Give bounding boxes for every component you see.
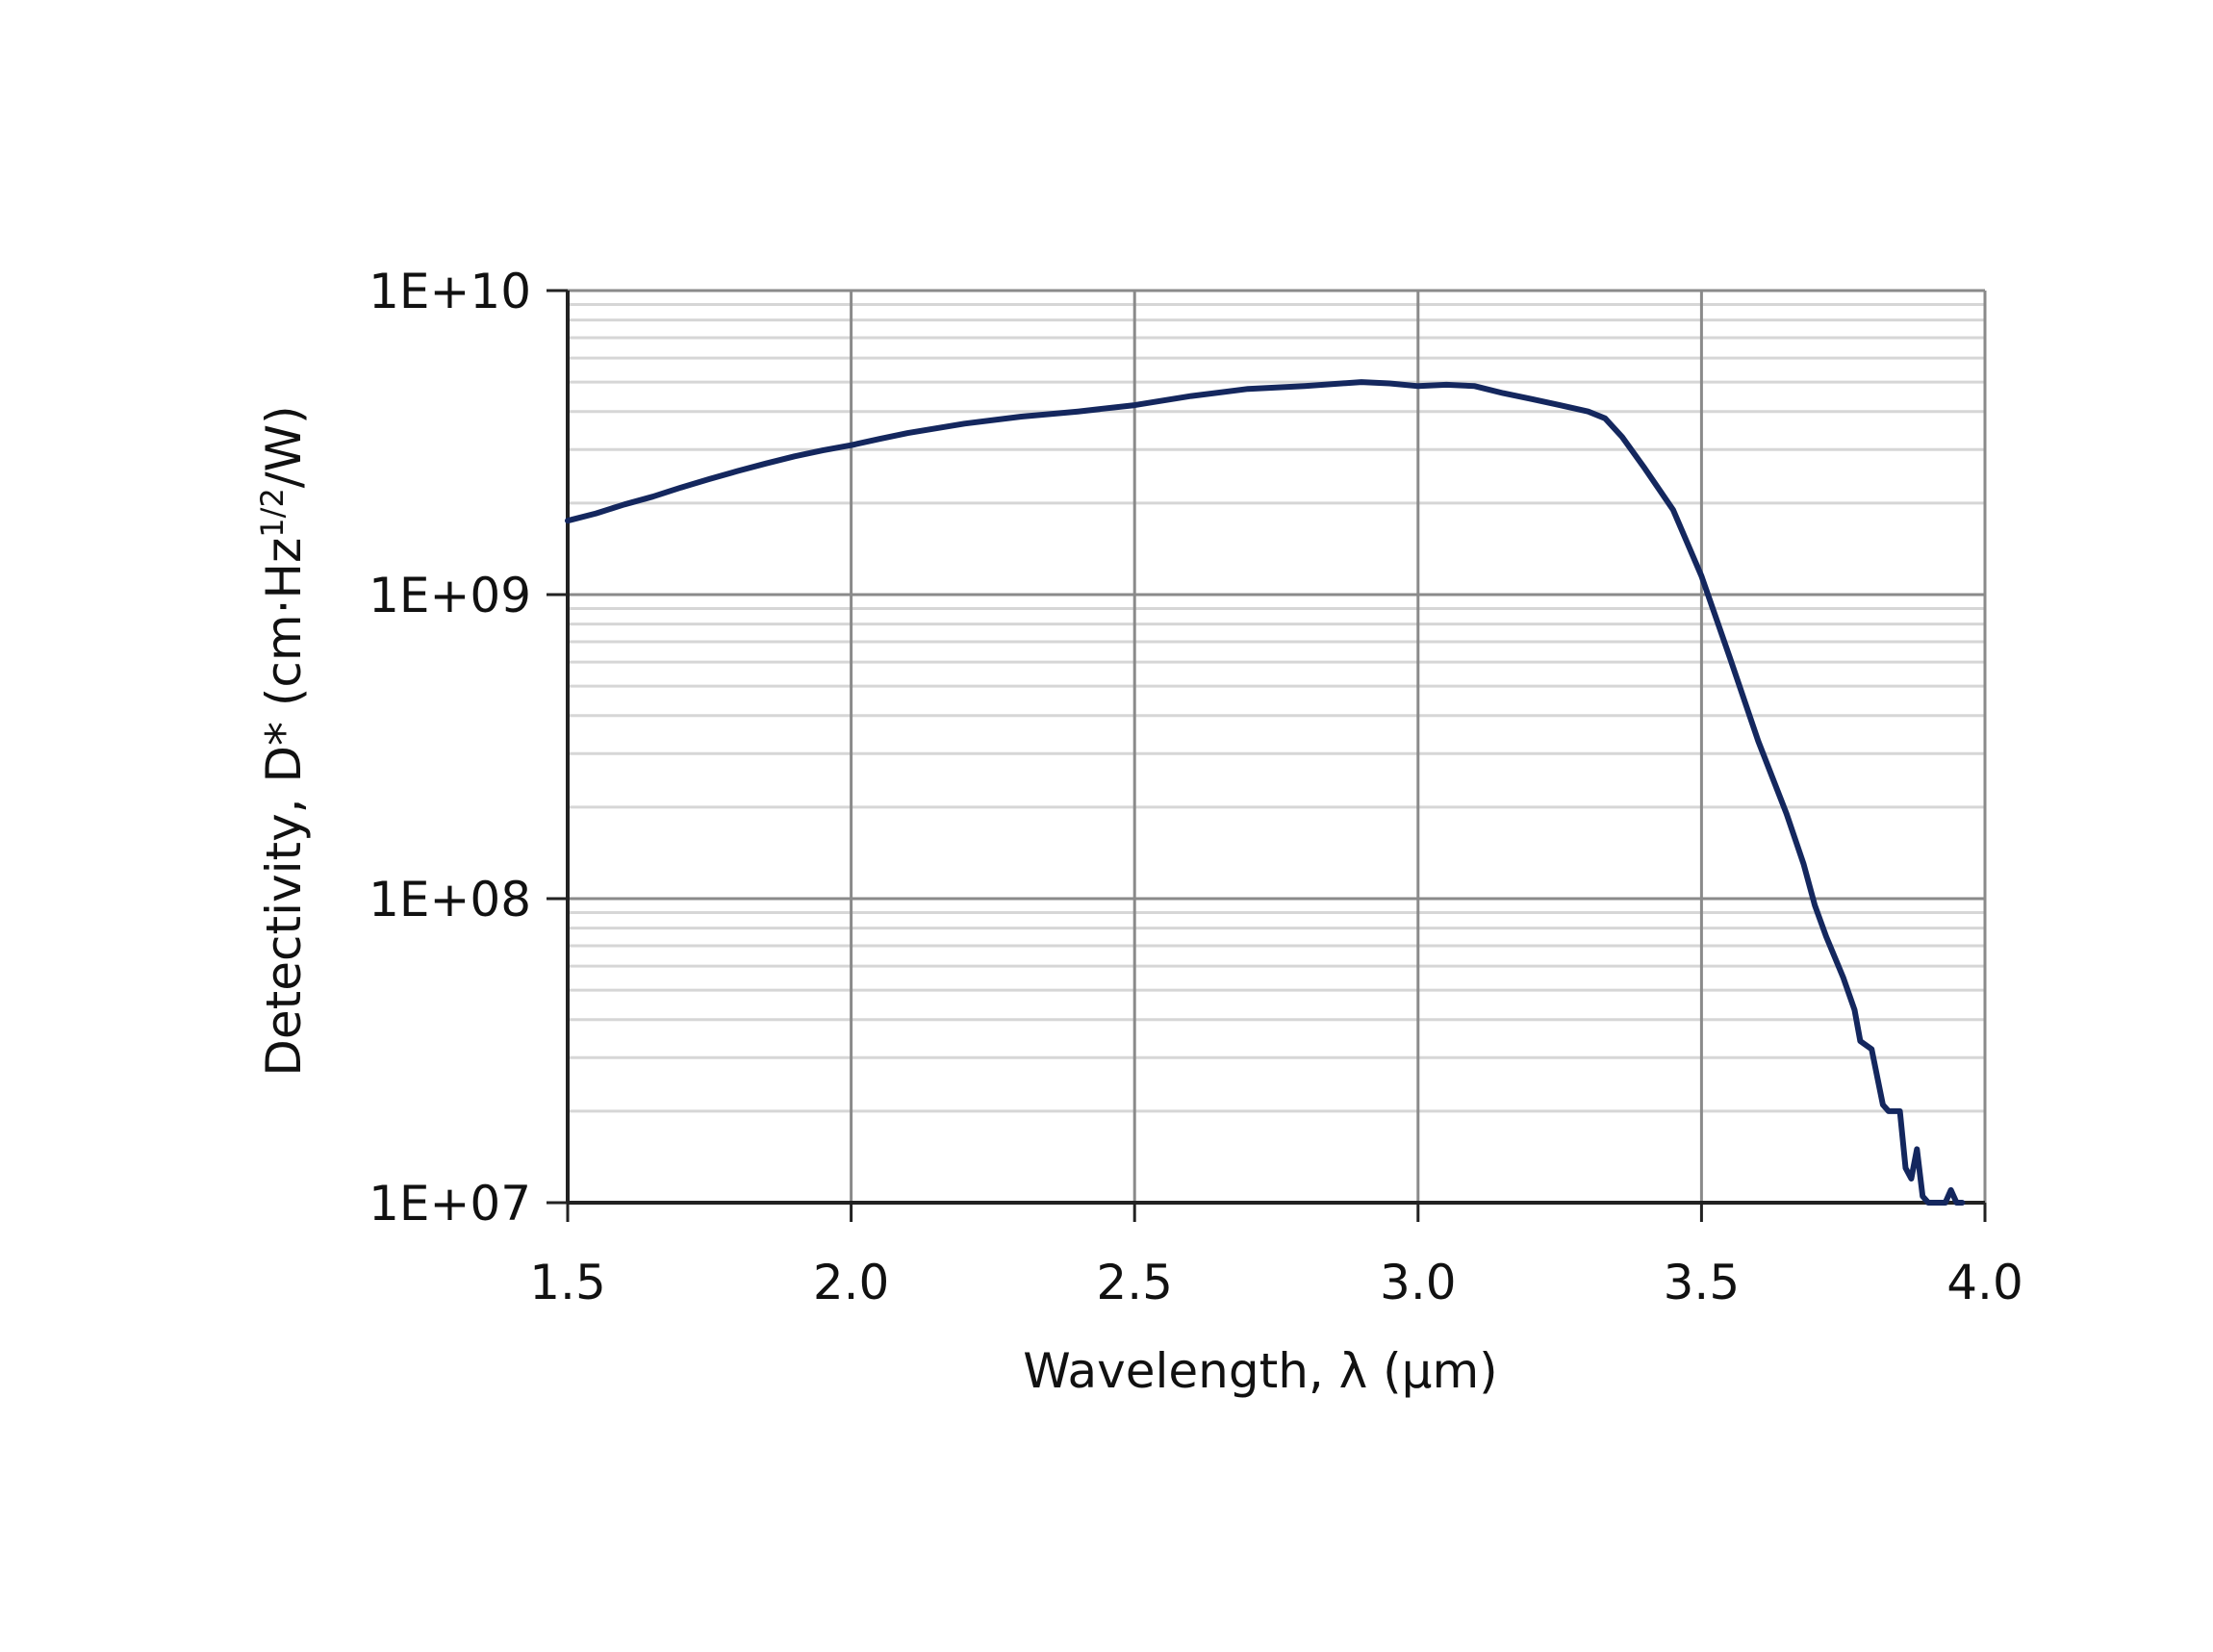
series-layer <box>565 379 1966 1206</box>
y-tick-label: 1E+10 <box>369 264 531 319</box>
y-tick-label: 1E+08 <box>369 872 531 928</box>
axis-ticks <box>547 289 1987 1222</box>
minor-grid <box>568 302 1985 1113</box>
y-tick-label: 1E+09 <box>369 568 531 623</box>
plot-frame <box>566 291 1985 1205</box>
x-tick-label: 4.0 <box>1946 1255 2023 1310</box>
x-tick-label: 2.5 <box>1096 1255 1173 1310</box>
x-tick-labels: 1.5 2.0 2.5 3.0 3.5 4.0 <box>529 1255 2023 1310</box>
x-tick-label: 1.5 <box>529 1255 606 1310</box>
x-tick-label: 3.5 <box>1664 1255 1741 1310</box>
y-axis-title-superscript: 1/2 <box>254 488 291 538</box>
y-tick-labels: 1E+07 1E+08 1E+09 1E+10 <box>369 264 531 1232</box>
y-axis-title-suffix: /W) <box>256 405 312 488</box>
y-axis-title: Detectivity, D* (cm·Hz1/2/W) <box>254 405 312 1076</box>
major-grid <box>568 289 1987 1205</box>
y-tick-label: 1E+07 <box>369 1176 531 1232</box>
x-axis-title: Wavelength, λ (µm) <box>1023 1343 1497 1399</box>
x-tick-label: 2.0 <box>813 1255 890 1310</box>
y-axis-title-prefix: Detectivity, D* (cm·Hz <box>256 538 312 1077</box>
detectivity-line <box>565 379 1966 1206</box>
x-tick-label: 3.0 <box>1380 1255 1457 1310</box>
